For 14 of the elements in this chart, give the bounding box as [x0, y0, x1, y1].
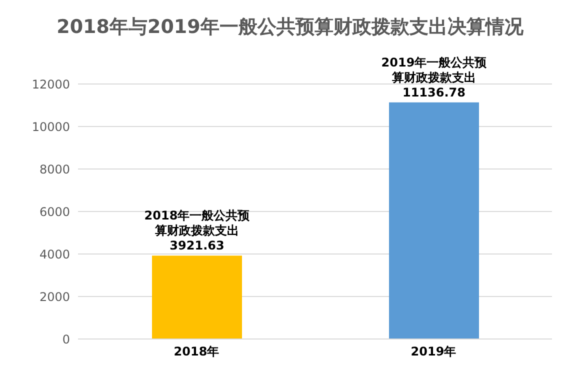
- y-tick-label: 6000: [39, 204, 70, 219]
- y-tick-label: 4000: [39, 247, 70, 262]
- chart-title: 2018年与2019年一般公共预算财政拨款支出决算情况: [56, 15, 524, 40]
- annotation: 2018年一般公共预算财政拨款支出: [144, 208, 251, 238]
- data-label: 3921.63: [170, 238, 224, 253]
- data-label: 11136.78: [402, 85, 466, 100]
- y-tick-label: 2000: [39, 290, 70, 304]
- annotation: 2019年一般公共预算财政拨款支出: [381, 55, 488, 84]
- y-tick-label: 0: [62, 332, 70, 346]
- y-tick-label: 12000: [32, 77, 70, 92]
- y-tick-label: 8000: [39, 162, 70, 176]
- x-tick-label: 2018年: [174, 344, 220, 359]
- x-tick-label: 2019年: [410, 344, 456, 359]
- y-tick-label: 10000: [32, 120, 70, 134]
